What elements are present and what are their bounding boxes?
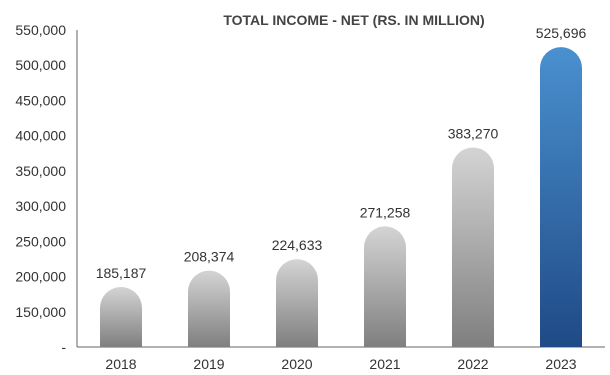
bar-2022 [452,147,494,347]
x-tick-label-2023: 2023 [545,356,576,372]
y-tick-label: 450,000 [15,92,66,108]
data-label-2019: 208,374 [184,249,235,265]
y-tick-label: 200,000 [15,269,66,285]
y-tick-label: 350,000 [15,163,66,179]
data-labels-group: 185,187 208,374 224,633 271,258 383,270 525,6… [96,25,587,281]
bars-group [100,47,582,347]
x-axis-ticks: 2018 2019 2020 2021 2022 2023 [105,356,576,372]
y-tick-label: 550,000 [15,22,66,38]
x-tick-label-2018: 2018 [105,356,136,372]
bar-2023 [540,47,582,347]
y-axis-ticks: - 150,000 200,000 250,000 300,000 350,000 400,… [15,22,66,355]
bar-2018 [100,286,142,347]
bar-2019 [188,270,230,347]
chart-title: TOTAL INCOME - NET (RS. IN MILLION) [223,12,484,28]
bar-2021 [364,226,406,347]
y-tick-label: 250,000 [15,233,66,249]
data-label-2022: 383,270 [448,125,499,141]
bar-2020 [276,259,318,347]
x-tick-label-2019: 2019 [193,356,224,372]
x-tick-label-2022: 2022 [457,356,488,372]
data-label-2020: 224,633 [272,237,323,253]
data-label-2021: 271,258 [360,204,411,220]
y-tick-label: 150,000 [15,304,66,320]
y-tick-label: 400,000 [15,128,66,144]
x-tick-label-2021: 2021 [369,356,400,372]
y-tick-label: - [61,339,66,355]
data-label-2018: 185,187 [96,265,147,281]
data-label-2023: 525,696 [536,25,587,41]
x-tick-label-2020: 2020 [281,356,312,372]
y-tick-label: 300,000 [15,198,66,214]
y-tick-label: 500,000 [15,57,66,73]
